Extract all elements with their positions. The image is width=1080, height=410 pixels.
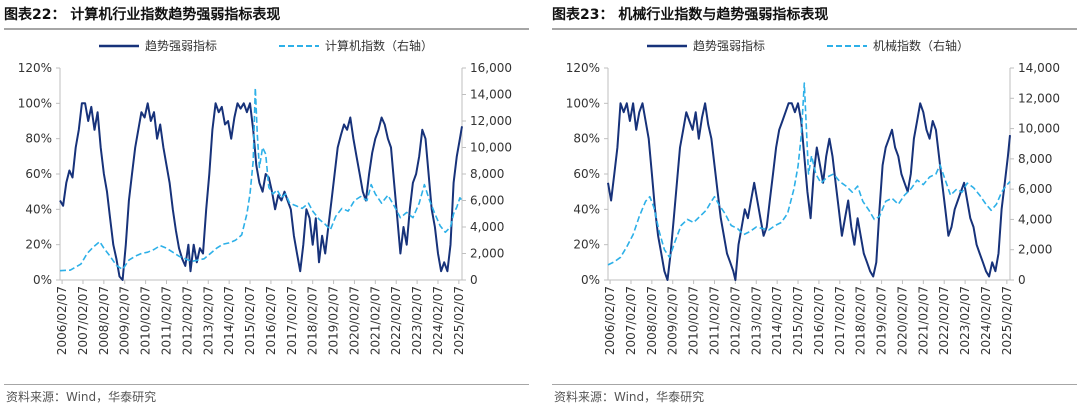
x-tick-label: 2013/02/07: [201, 286, 215, 355]
y-left-tick-label: 100%: [566, 96, 600, 110]
source-divider: [4, 384, 529, 385]
y-right-tick-label: 12,000: [470, 114, 512, 128]
x-tick-label: 2010/02/07: [139, 286, 153, 355]
y-left-tick-label: 60%: [25, 167, 52, 181]
x-tick-label: 2011/02/07: [160, 286, 174, 355]
x-tick-label: 2014/02/07: [770, 286, 784, 355]
x-tick-label: 2024/02/07: [431, 286, 445, 355]
x-tick-label: 2012/02/07: [180, 286, 194, 355]
y-left-tick-label: 0%: [581, 273, 600, 287]
y-left-tick-label: 100%: [18, 96, 52, 110]
y-left-tick-label: 40%: [25, 202, 52, 216]
y-left-tick-label: 0%: [33, 273, 52, 287]
y-right-tick-label: 14,000: [1018, 61, 1060, 75]
title-divider: [4, 28, 529, 30]
y-left-tick-label: 60%: [573, 167, 600, 181]
x-tick-label: 2006/02/07: [55, 286, 69, 355]
y-right-tick-label: 10,000: [470, 141, 512, 155]
x-tick-label: 2020/02/07: [895, 286, 909, 355]
x-tick-label: 2018/02/07: [854, 286, 868, 355]
y-right-tick-label: 6,000: [470, 194, 504, 208]
y-left-tick-label: 120%: [18, 61, 52, 75]
x-tick-label: 2014/02/07: [222, 286, 236, 355]
x-tick-label: 2021/02/07: [916, 286, 930, 355]
legend-label: 计算机指数（右轴）: [325, 38, 433, 53]
y-left-tick-label: 120%: [566, 61, 600, 75]
y-right-tick-label: 8,000: [470, 167, 504, 181]
x-tick-label: 2016/02/07: [264, 286, 278, 355]
x-tick-label: 2024/02/07: [979, 286, 993, 355]
x-tick-label: 2008/02/07: [97, 286, 111, 355]
line-chart: 0% 20% 40% 60% 80% 100% 120% 0 2,000 4,000 6,000 8,…: [18, 38, 512, 355]
x-tick-label: 2017/02/07: [285, 286, 299, 355]
legend: 趋势强弱指标 计算机指数（右轴）: [99, 38, 433, 53]
y-right-tick-label: 0: [470, 273, 478, 287]
legend: 趋势强弱指标 机械指数（右轴）: [647, 38, 969, 53]
x-tick-label: 2015/02/07: [243, 286, 257, 355]
chart-title: 图表23： 机械行业指数与趋势强弱指标表现: [552, 7, 829, 23]
index-line: [607, 82, 1011, 266]
x-tick-label: 2007/02/07: [624, 286, 638, 355]
y-right-tick-label: 4,000: [1018, 212, 1052, 226]
y-left-tick-label: 20%: [25, 238, 52, 252]
y-left-tick-label: 20%: [573, 238, 600, 252]
x-tick-label: 2019/02/07: [875, 286, 889, 355]
trend-strength-line: [607, 102, 1011, 281]
x-tick-label: 2022/02/07: [937, 286, 951, 355]
y-right-tick-label: 0: [1018, 273, 1026, 287]
trend-strength-line: [59, 102, 463, 281]
x-tick-label: 2023/02/07: [958, 286, 972, 355]
x-tick-label: 2013/02/07: [749, 286, 763, 355]
x-tick-label: 2019/02/07: [327, 286, 341, 355]
legend-label: 趋势强弱指标: [145, 38, 217, 53]
y-right-tick-label: 8,000: [1018, 152, 1052, 166]
chart-panel-machinery: 图表23： 机械行业指数与趋势强弱指标表现 0% 20% 40% 60% 80% 100%…: [552, 0, 1080, 410]
source-divider: [552, 384, 1077, 385]
y-right-tick-label: 4,000: [470, 220, 504, 234]
x-tick-label: 2009/02/07: [666, 286, 680, 355]
chart-title: 图表22： 计算机行业指数趋势强弱指标表现: [4, 7, 281, 23]
chart-source: 资料来源：Wind，华泰研究: [554, 390, 705, 404]
y-right-tick-label: 14,000: [470, 88, 512, 102]
y-left-tick-label: 40%: [573, 202, 600, 216]
title-divider: [552, 28, 1077, 30]
index-line: [59, 87, 463, 272]
chart-panel-computer: 图表22： 计算机行业指数趋势强弱指标表现 0% 20% 40% 60% 80% 100%…: [4, 0, 534, 410]
y-left-tick-label: 80%: [573, 132, 600, 146]
x-tick-label: 2025/02/07: [452, 286, 466, 355]
x-tick-label: 2011/02/07: [708, 286, 722, 355]
x-tick-label: 2016/02/07: [812, 286, 826, 355]
y-right-tick-label: 12,000: [1018, 91, 1060, 105]
x-tick-label: 2018/02/07: [306, 286, 320, 355]
x-tick-label: 2006/02/07: [603, 286, 617, 355]
x-tick-label: 2022/02/07: [389, 286, 403, 355]
legend-label: 机械指数（右轴）: [873, 38, 969, 53]
y-right-tick-label: 2,000: [1018, 243, 1052, 257]
x-tick-label: 2010/02/07: [687, 286, 701, 355]
x-tick-label: 2009/02/07: [118, 286, 132, 355]
x-tick-label: 2017/02/07: [833, 286, 847, 355]
chart-source: 资料来源：Wind，华泰研究: [6, 390, 157, 404]
x-tick-label: 2008/02/07: [645, 286, 659, 355]
y-right-tick-label: 16,000: [470, 61, 512, 75]
x-tick-label: 2012/02/07: [728, 286, 742, 355]
y-left-tick-label: 80%: [25, 132, 52, 146]
x-tick-label: 2025/02/07: [1000, 286, 1014, 355]
y-right-tick-label: 10,000: [1018, 122, 1060, 136]
x-tick-label: 2023/02/07: [410, 286, 424, 355]
line-chart: 0% 20% 40% 60% 80% 100% 120% 0 2,000 4,000 6,000 8,…: [566, 38, 1060, 355]
x-tick-label: 2021/02/07: [368, 286, 382, 355]
legend-label: 趋势强弱指标: [693, 38, 765, 53]
x-tick-label: 2007/02/07: [76, 286, 90, 355]
y-right-tick-label: 6,000: [1018, 182, 1052, 196]
y-right-tick-label: 2,000: [470, 247, 504, 261]
x-tick-label: 2020/02/07: [347, 286, 361, 355]
x-tick-label: 2015/02/07: [791, 286, 805, 355]
